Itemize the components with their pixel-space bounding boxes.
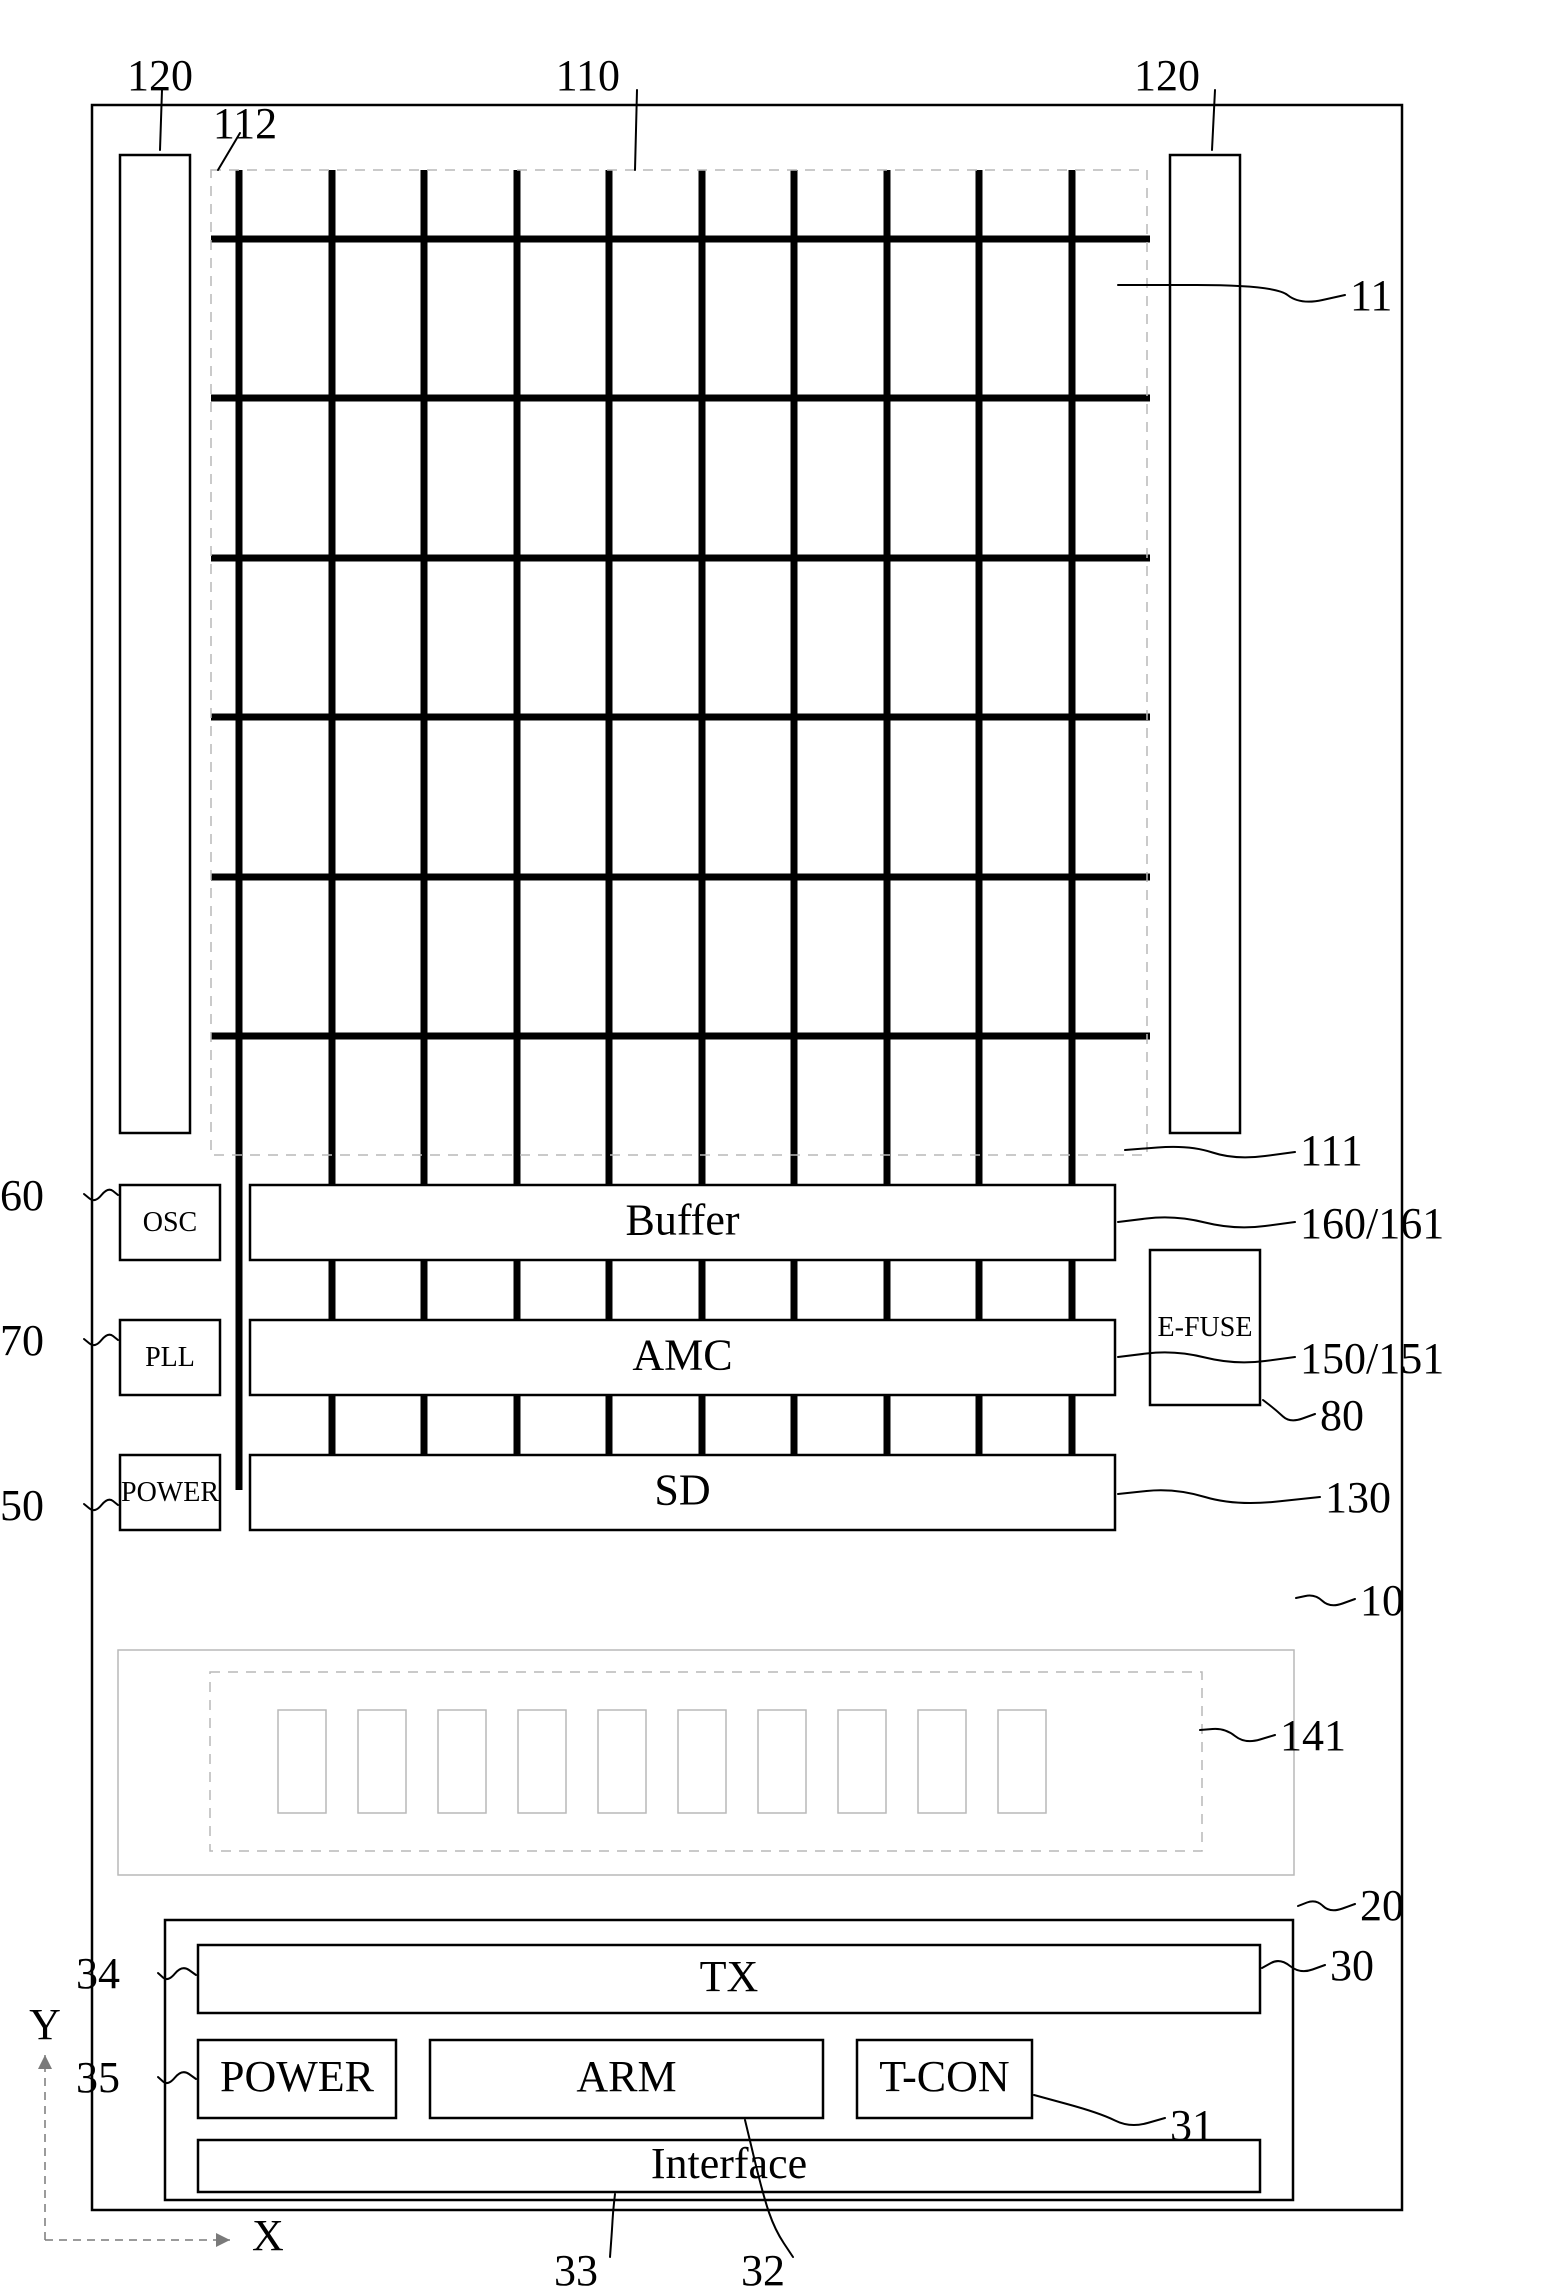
svg-text:80: 80 — [1320, 1391, 1364, 1440]
svg-text:Interface: Interface — [651, 2139, 807, 2188]
svg-text:Buffer: Buffer — [625, 1196, 739, 1245]
svg-text:PLL: PLL — [145, 1342, 195, 1373]
svg-text:130: 130 — [1325, 1473, 1391, 1522]
patent-figure-block-diagram: OSC PLL POWER Buffer AMC SD E-FUSE TX POWER ARM T-… — [0, 0, 1542, 2291]
svg-text:30: 30 — [1330, 1941, 1374, 1990]
svg-text:50: 50 — [0, 1481, 44, 1530]
svg-text:110: 110 — [556, 51, 620, 100]
svg-text:70: 70 — [0, 1316, 44, 1365]
svg-text:SD: SD — [654, 1466, 710, 1515]
svg-text:Y: Y — [29, 2000, 61, 2049]
svg-text:120: 120 — [1134, 51, 1200, 100]
svg-text:33: 33 — [554, 2246, 598, 2291]
svg-text:TX: TX — [700, 1952, 759, 2001]
svg-text:34: 34 — [76, 1949, 120, 1998]
svg-text:120: 120 — [127, 51, 193, 100]
svg-text:150/151: 150/151 — [1300, 1334, 1444, 1383]
svg-text:20: 20 — [1360, 1881, 1404, 1930]
svg-text:E-FUSE: E-FUSE — [1158, 1312, 1253, 1343]
svg-text:AMC: AMC — [632, 1331, 732, 1380]
svg-text:160/161: 160/161 — [1300, 1199, 1444, 1248]
svg-text:X: X — [252, 2211, 284, 2260]
svg-text:T-CON: T-CON — [879, 2052, 1009, 2101]
svg-text:10: 10 — [1360, 1576, 1404, 1625]
svg-text:35: 35 — [76, 2053, 120, 2102]
svg-text:POWER: POWER — [121, 1477, 219, 1508]
svg-text:60: 60 — [0, 1171, 44, 1220]
svg-text:31: 31 — [1170, 2101, 1214, 2150]
svg-text:32: 32 — [741, 2246, 785, 2291]
svg-text:111: 111 — [1300, 1126, 1363, 1175]
svg-text:ARM: ARM — [576, 2052, 676, 2101]
svg-text:OSC: OSC — [143, 1207, 197, 1238]
svg-text:112: 112 — [213, 99, 277, 148]
svg-text:POWER: POWER — [220, 2052, 375, 2101]
svg-text:141: 141 — [1280, 1711, 1346, 1760]
svg-text:11: 11 — [1350, 271, 1392, 320]
